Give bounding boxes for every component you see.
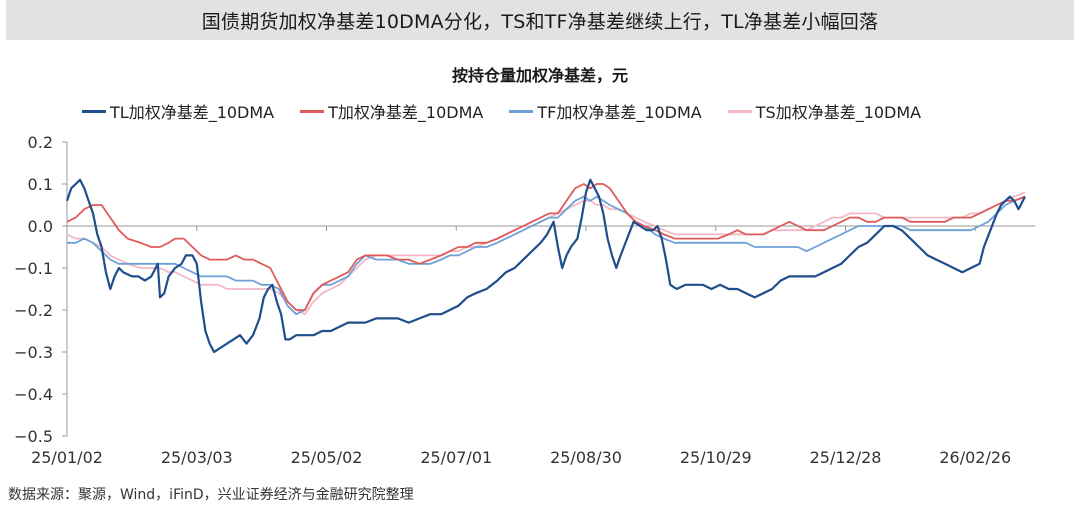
legend-swatch-tf [509,109,534,113]
y-tick-label: −0.1 [14,259,53,278]
legend-swatch-ts [727,109,752,113]
x-tick-label: 25/01/02 [31,448,103,467]
chart-title: 按持仓量加权净基差，元 [451,66,628,85]
x-tick-label: 25/10/29 [680,448,752,467]
legend-item-tf: TF加权净基差_10DMA [509,99,702,123]
x-tick-label: 25/03/03 [161,448,233,467]
y-tick-label: 0.1 [28,175,53,194]
legend-label-tf: TF加权净基差_10DMA [537,103,702,122]
legend-swatch-t [300,109,325,113]
series-line-tl [65,178,1026,354]
series-line-t [66,183,1026,311]
y-tick-label: −0.5 [14,427,53,446]
y-tick-label: −0.3 [14,343,53,362]
series-line-ts [66,191,1026,316]
x-tick-label: 25/05/02 [291,448,363,467]
legend-label-t: T加权净基差_10DMA [328,103,484,122]
legend-swatch-tl [82,109,106,113]
legend-label-tl: TL加权净基差_10DMA [110,103,275,122]
line-chart: 0.2 0.1 0.0 −0.1 −0.2 −0.3 −0.4 −0.5 25/01/02 25/… [14,133,1035,467]
chart-legend: TL加权净基差_10DMA T加权净基差_10DMA TF加权净基差_10DMA… [82,99,921,123]
banner-title: 国债期货加权净基差10DMA分化，TS和TF净基差继续上行，TL净基差小幅回落 [201,10,879,33]
y-tick-label: 0.0 [28,217,53,236]
x-tick-label: 25/12/28 [810,448,882,467]
y-tick-label: 0.2 [28,133,53,152]
title-banner: 国债期货加权净基差10DMA分化，TS和TF净基差继续上行，TL净基差小幅回落 [6,0,1074,40]
y-tick-label: −0.2 [14,301,53,320]
legend-item-t: T加权净基差_10DMA [300,99,483,123]
x-tick-label: 26/02/26 [939,448,1011,467]
series-line-tf [67,195,1026,316]
y-tick-label: −0.4 [14,385,53,404]
legend-item-ts: TS加权净基差_10DMA [727,99,922,123]
source-note: 数据来源：聚源，Wind，iFinD，兴业证券经济与金融研究院整理 [8,487,414,503]
legend-item-tl: TL加权净基差_10DMA [82,99,274,123]
legend-label-ts: TS加权净基差_10DMA [755,103,922,122]
x-tick-label: 25/07/01 [420,448,492,467]
x-tick-label: 25/08/30 [550,448,622,467]
